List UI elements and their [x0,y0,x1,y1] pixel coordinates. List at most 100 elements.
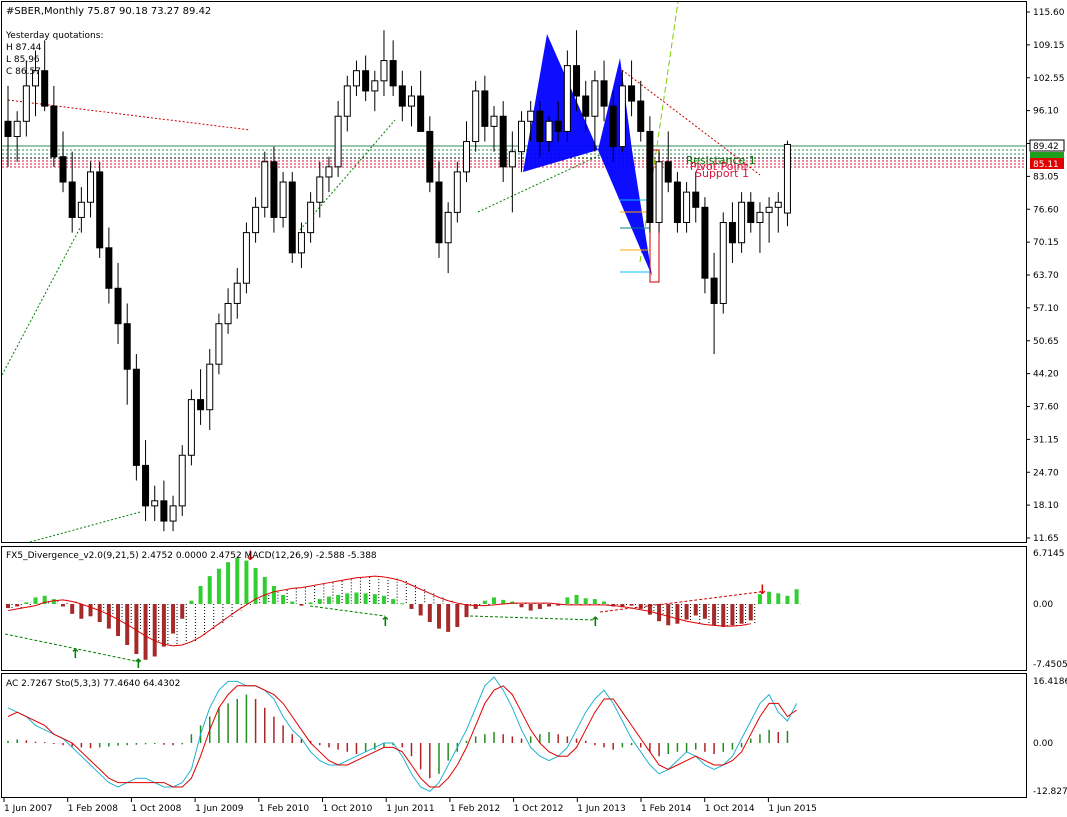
macd-bar [455,604,460,627]
macd-bar [730,604,735,626]
bullish-candle [325,166,333,178]
macd-bar [748,604,753,621]
bullish-candle [242,232,250,284]
candlestick-series [4,30,791,532]
bullish-candle [563,65,571,132]
price-tick-label: 57.10 [1033,304,1059,314]
price-tick-label: 102.55 [1033,74,1065,84]
ac-title: AC 2.7267 Sto(5,3,3) 77.4640 64.4302 [6,679,180,689]
macd-bar [97,604,102,623]
macd-bar [336,594,341,604]
svg-text:↑: ↑ [133,657,144,672]
bearish-candle [59,156,67,183]
price-tick-label: 37.60 [1033,403,1059,413]
price-tick-label: 44.20 [1033,370,1059,380]
current-price-box [1029,139,1065,152]
lime-projection-line [639,1,679,263]
bearish-candle [664,161,672,183]
macd-bar [574,594,579,604]
bearish-candle [96,171,104,249]
macd-bar [675,604,680,624]
macd-bar [216,568,221,604]
bullish-candle [756,211,764,224]
bearish-candle [417,95,425,132]
macd-bar [592,599,597,604]
macd-bar [565,597,570,604]
macd-bar [757,594,762,604]
dotted-green-trendline-4 [477,154,601,213]
bearish-candle [114,287,122,325]
red-price-label: 85.11 [1033,160,1059,170]
ac-tick-label: -12.8274 [1033,787,1067,797]
macd-title: FX5_Divergence_v2.0(9,21,5) 2.4752 0.000… [6,551,377,561]
macd-bar [464,604,469,618]
svg-text:↑: ↑ [590,615,601,630]
bullish-candle [252,206,260,234]
macd-tick-label: 0.00 [1033,600,1053,610]
macd-bar [767,591,772,604]
macd-bar [326,596,331,604]
yesterday-high: H 87.44 [6,43,42,53]
bullish-candle [683,191,691,224]
red-price-box [1030,158,1064,169]
ac-axis: 16.4186 0.00 -12.8274 [1033,677,1067,797]
macd-axis: 6.7145 0.00 -7.4505 [1033,549,1067,670]
macd-bar [492,597,497,604]
macd-bar [42,595,47,604]
bullish-candle [32,70,40,87]
macd-bar [161,604,166,647]
ac-tick-label: 0.00 [1033,739,1053,749]
trend-lines [1,1,761,543]
bullish-candle [490,115,498,127]
bullish-candle [453,171,461,213]
macd-bar [381,595,386,604]
bearish-candle [600,80,608,107]
macd-bar [666,604,671,626]
bullish-candle [334,115,342,168]
macd-bar [602,601,607,604]
bullish-candle [297,232,305,254]
macd-bar [271,585,276,604]
resistance-label: Resistance 1 [686,154,756,167]
dotted-green-trendline-3 [299,119,396,231]
bearish-candle [499,115,507,168]
macd-bar [372,594,377,604]
macd-divergence-line-3 [469,615,596,621]
macd-bar [15,604,20,607]
bearish-candle [123,323,131,370]
macd-signal-line [7,575,751,647]
dotted-green-trendline-2 [29,511,141,543]
bullish-candle [224,302,232,325]
macd-divergence-line-4 [599,591,761,613]
bullish-candle [22,85,30,122]
macd-bar [33,597,38,604]
price-tick-label: 24.70 [1033,468,1059,478]
bullish-candle [371,80,379,92]
macd-bar [647,604,652,615]
time-tick-label: 1 Jun 2007 [4,804,52,814]
macd-divergence-line-1 [4,633,141,663]
svg-text:↑: ↑ [380,615,391,630]
macd-bar [629,604,634,606]
price-tick-label: 11.65 [1033,534,1059,544]
macd-bar [794,589,799,604]
bearish-candle [426,130,434,183]
macd-bar [436,604,441,629]
macd-bar [106,604,111,629]
macd-bar [684,604,689,620]
time-tick-label: 1 Feb 2008 [68,804,119,814]
macd-bar [88,604,93,617]
price-tick-label: 115.60 [1033,8,1065,18]
bullish-candle [343,85,351,117]
bullish-candle [77,201,85,218]
bearish-candle [747,201,755,224]
symbol-header: #SBER,Monthly 75.87 90.18 73.27 89.42 [6,6,211,17]
bullish-candle [316,176,324,203]
macd-bar [317,599,322,604]
time-tick-label: 1 Feb 2014 [641,804,692,814]
bullish-candle [380,60,388,82]
stochastic-main-line [7,676,798,793]
price-tick-label: 50.65 [1033,337,1059,347]
time-tick-label: 1 Jun 2013 [577,804,625,814]
